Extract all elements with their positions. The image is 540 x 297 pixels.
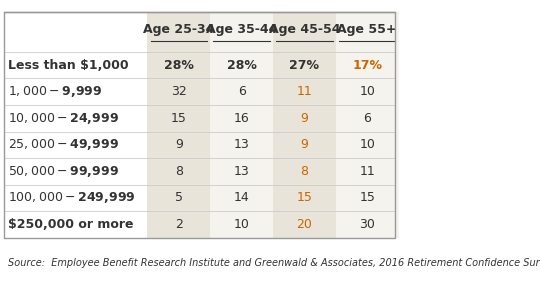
Text: 32: 32 bbox=[171, 85, 187, 98]
Text: $100,000 - $249,999: $100,000 - $249,999 bbox=[8, 190, 136, 205]
Text: 6: 6 bbox=[363, 112, 371, 125]
Text: 14: 14 bbox=[234, 191, 249, 204]
Text: 13: 13 bbox=[234, 165, 249, 178]
Text: $10,000 - $24,999: $10,000 - $24,999 bbox=[8, 111, 119, 126]
Text: $25,000 - $49,999: $25,000 - $49,999 bbox=[8, 137, 119, 152]
Text: 28%: 28% bbox=[164, 59, 194, 72]
Text: 9: 9 bbox=[301, 112, 308, 125]
Text: 10: 10 bbox=[234, 218, 249, 231]
Text: 11: 11 bbox=[359, 165, 375, 178]
Text: 13: 13 bbox=[234, 138, 249, 151]
Text: 2: 2 bbox=[175, 218, 183, 231]
Text: Age 55+: Age 55+ bbox=[338, 23, 397, 37]
Text: 27%: 27% bbox=[289, 59, 320, 72]
Text: 9: 9 bbox=[301, 138, 308, 151]
Text: 8: 8 bbox=[175, 165, 183, 178]
Text: Age 35-44: Age 35-44 bbox=[206, 23, 278, 37]
Text: 15: 15 bbox=[359, 191, 375, 204]
Text: 17%: 17% bbox=[352, 59, 382, 72]
Text: 16: 16 bbox=[234, 112, 249, 125]
Text: 11: 11 bbox=[296, 85, 312, 98]
Text: $1,000 - $9,999: $1,000 - $9,999 bbox=[8, 84, 102, 99]
Text: 15: 15 bbox=[296, 191, 313, 204]
Text: Age 25-34: Age 25-34 bbox=[143, 23, 214, 37]
Text: Age 45-54: Age 45-54 bbox=[269, 23, 340, 37]
Text: $250,000 or more: $250,000 or more bbox=[8, 218, 133, 231]
Text: 5: 5 bbox=[175, 191, 183, 204]
Text: 10: 10 bbox=[359, 138, 375, 151]
Text: Source:  Employee Benefit Research Institute and Greenwald & Associates, 2016 Re: Source: Employee Benefit Research Instit… bbox=[8, 258, 540, 268]
Text: 28%: 28% bbox=[227, 59, 256, 72]
Text: $50,000 - $99,999: $50,000 - $99,999 bbox=[8, 164, 119, 179]
Text: Less than $1,000: Less than $1,000 bbox=[8, 59, 129, 72]
Text: 6: 6 bbox=[238, 85, 246, 98]
Text: 9: 9 bbox=[175, 138, 183, 151]
Text: 8: 8 bbox=[300, 165, 308, 178]
Text: 15: 15 bbox=[171, 112, 187, 125]
Text: 30: 30 bbox=[359, 218, 375, 231]
Text: 10: 10 bbox=[359, 85, 375, 98]
Text: 20: 20 bbox=[296, 218, 313, 231]
